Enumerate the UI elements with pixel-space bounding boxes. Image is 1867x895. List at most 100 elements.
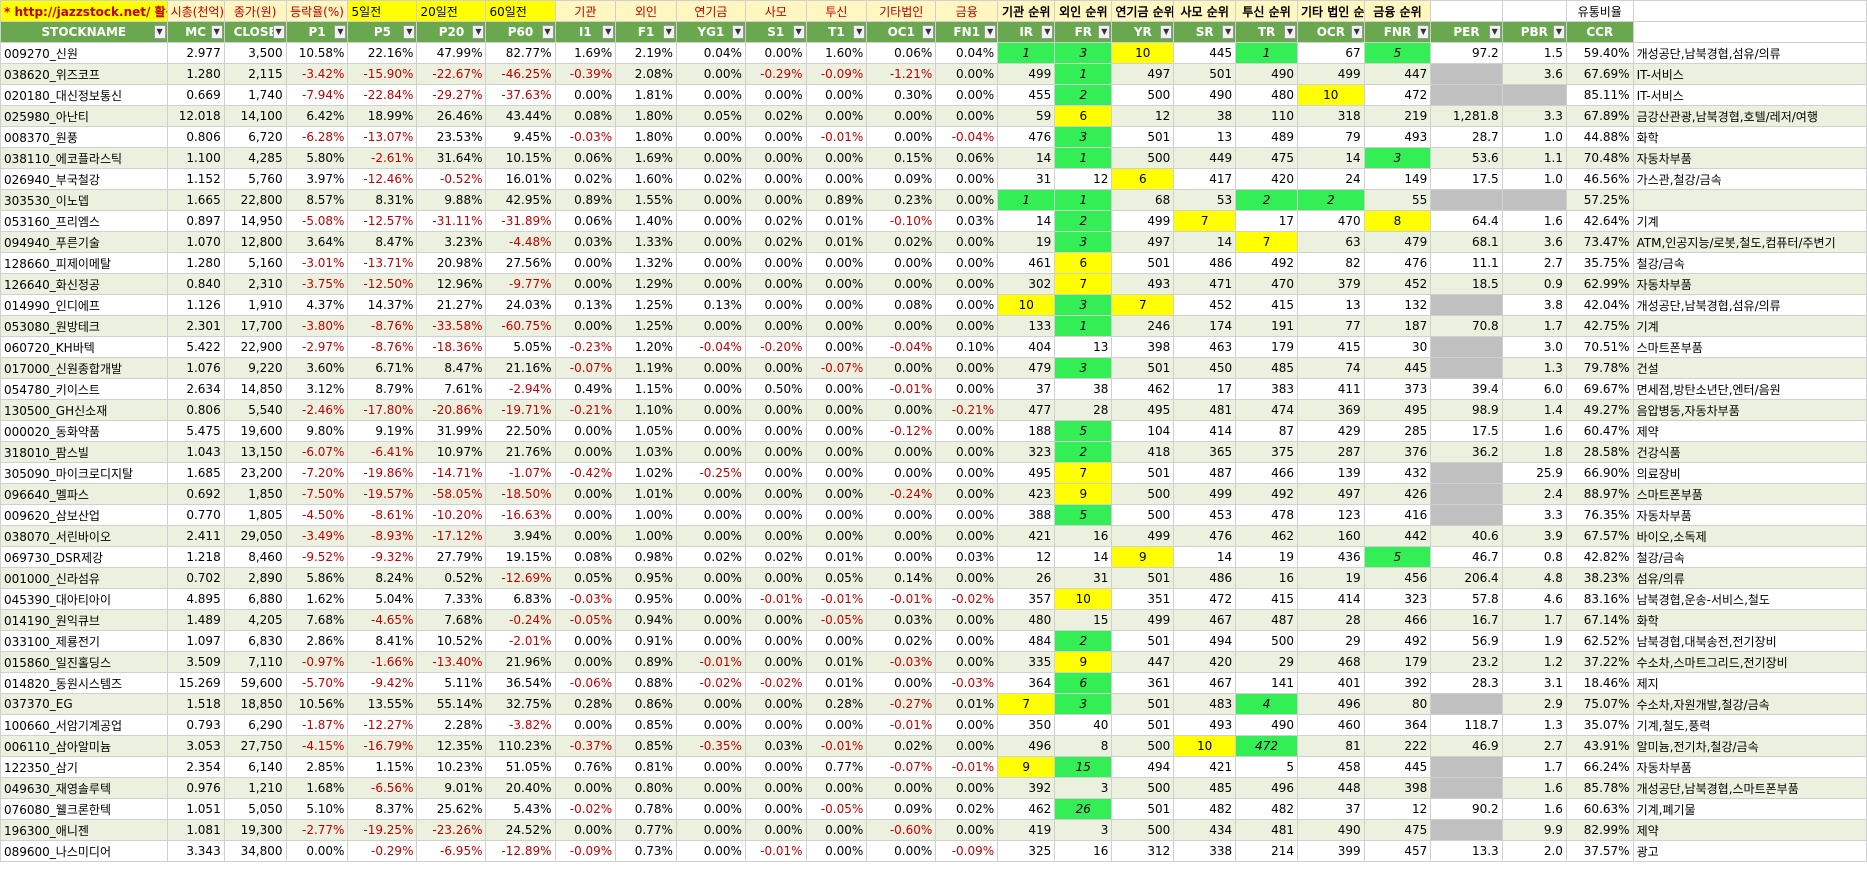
table-row[interactable]: 053080_원방테크 2.301 17,700 -3.80% -8.76% -33.58… — [0, 315, 1867, 337]
cell-t1[interactable]: -0.07% — [805, 357, 868, 379]
cell-ocr[interactable]: 28 — [1297, 609, 1365, 631]
column-header-close[interactable]: CLOSE ▼ — [223, 21, 287, 43]
cell-p1[interactable]: 2.86% — [285, 630, 349, 652]
cell-p60[interactable]: -60.75% — [485, 315, 556, 337]
cell-p60[interactable]: -9.77% — [485, 273, 556, 295]
cell-p5[interactable]: 8.31% — [347, 189, 418, 211]
cell-i1[interactable]: 0.89% — [554, 189, 617, 211]
cell-ir[interactable]: 455 — [997, 84, 1056, 106]
cell-per[interactable] — [1430, 462, 1503, 484]
cell-p60[interactable]: 21.76% — [485, 441, 556, 463]
cell-per[interactable]: 98.9 — [1430, 399, 1503, 421]
cell-yg1[interactable]: 0.00% — [675, 609, 746, 631]
cell-oc1[interactable]: 0.03% — [866, 609, 937, 631]
cell-mc[interactable]: 2.634 — [166, 378, 225, 400]
cell-industry[interactable]: 수소차,스마트그리드,전기장비 — [1632, 651, 1867, 673]
cell-close[interactable]: 5,540 — [223, 399, 287, 421]
cell-p5[interactable]: 1.15% — [347, 756, 418, 778]
cell-p5[interactable]: -8.61% — [347, 504, 418, 526]
cell-mc[interactable]: 2.301 — [166, 315, 225, 337]
cell-mc[interactable]: 0.840 — [166, 273, 225, 295]
cell-p5[interactable]: -12.57% — [347, 210, 418, 232]
cell-pbr[interactable]: 2.0 — [1501, 840, 1567, 862]
cell-p1[interactable]: -3.49% — [285, 525, 349, 547]
cell-ocr[interactable]: 139 — [1297, 462, 1365, 484]
cell-ir[interactable]: 477 — [997, 399, 1056, 421]
cell-p20[interactable]: 21.27% — [416, 294, 487, 316]
cell-t1[interactable]: 0.01% — [805, 651, 868, 673]
cell-ocr[interactable]: 81 — [1297, 735, 1365, 757]
cell-f1[interactable]: 0.86% — [615, 693, 677, 715]
cell-f1[interactable]: 0.81% — [615, 756, 677, 778]
cell-s1[interactable]: -0.01% — [744, 840, 807, 862]
stock-name-cell[interactable]: 037370_EG — [0, 693, 168, 715]
cell-fnr[interactable]: 149 — [1363, 168, 1432, 190]
cell-fn1[interactable]: 0.00% — [935, 63, 999, 85]
cell-p5[interactable]: -16.79% — [347, 735, 418, 757]
cell-fr[interactable]: 3 — [1054, 357, 1113, 379]
filter-dropdown-icon[interactable]: ▼ — [602, 25, 615, 39]
filter-dropdown-icon[interactable]: ▼ — [541, 25, 554, 39]
cell-tr[interactable]: 480 — [1235, 84, 1298, 106]
cell-p1[interactable]: -3.80% — [285, 315, 349, 337]
cell-fnr[interactable]: 187 — [1363, 315, 1432, 337]
stock-name-cell[interactable]: 045390_대아티아이 — [0, 588, 168, 610]
cell-sr[interactable]: 467 — [1173, 672, 1237, 694]
cell-ocr[interactable]: 401 — [1297, 672, 1365, 694]
cell-fn1[interactable]: 0.00% — [935, 651, 999, 673]
cell-ir[interactable]: 1 — [997, 42, 1056, 64]
cell-close[interactable]: 22,800 — [223, 189, 287, 211]
cell-p1[interactable]: 0.00% — [285, 840, 349, 862]
cell-mc[interactable]: 1.665 — [166, 189, 225, 211]
cell-ocr[interactable]: 10 — [1297, 84, 1365, 106]
cell-yg1[interactable]: -0.35% — [675, 735, 746, 757]
cell-i1[interactable]: -0.23% — [554, 336, 617, 358]
cell-ir[interactable]: 357 — [997, 588, 1056, 610]
cell-per[interactable]: 17.5 — [1430, 168, 1503, 190]
cell-industry[interactable]: 제지 — [1632, 672, 1867, 694]
cell-p5[interactable]: 22.16% — [347, 42, 418, 64]
stock-name-cell[interactable]: 038110_에코플라스틱 — [0, 147, 168, 169]
cell-yg1[interactable]: 0.00% — [675, 777, 746, 799]
cell-p1[interactable]: -6.28% — [285, 126, 349, 148]
cell-per[interactable] — [1430, 756, 1503, 778]
cell-f1[interactable]: 0.85% — [615, 735, 677, 757]
cell-s1[interactable]: 0.00% — [744, 84, 807, 106]
cell-t1[interactable]: 0.00% — [805, 168, 868, 190]
stock-name-cell[interactable]: 096640_멜파스 — [0, 483, 168, 505]
cell-fn1[interactable]: 0.10% — [935, 336, 999, 358]
cell-yr[interactable]: 246 — [1111, 315, 1175, 337]
cell-s1[interactable]: 0.00% — [744, 315, 807, 337]
stock-name-cell[interactable]: 069730_DSR제강 — [0, 546, 168, 568]
table-row[interactable]: 049630_재영솔루텍 0.976 1,210 1.68% -6.56% 9.01% 20… — [0, 777, 1867, 799]
cell-pbr[interactable]: 4.6 — [1501, 588, 1567, 610]
cell-t1[interactable]: -0.01% — [805, 735, 868, 757]
table-row[interactable]: 196300_애니젠 1.081 19,300 -2.77% -19.25% -23.26… — [0, 819, 1867, 841]
cell-p5[interactable]: 5.04% — [347, 588, 418, 610]
cell-industry[interactable]: 남북경협,대북송전,전기장비 — [1632, 630, 1867, 652]
cell-f1[interactable]: 0.80% — [615, 777, 677, 799]
cell-p60[interactable]: -18.50% — [485, 483, 556, 505]
column-header-t1[interactable]: T1 ▼ — [805, 21, 868, 43]
cell-yr[interactable]: 12 — [1111, 105, 1175, 127]
cell-mc[interactable]: 0.692 — [166, 483, 225, 505]
cell-p5[interactable]: -19.25% — [347, 819, 418, 841]
stock-name-cell[interactable]: 126640_화신정공 — [0, 273, 168, 295]
filter-dropdown-icon[interactable]: ▼ — [922, 25, 935, 39]
cell-yg1[interactable]: 0.00% — [675, 798, 746, 820]
stock-name-cell[interactable]: 094940_푸른기술 — [0, 231, 168, 253]
cell-t1[interactable]: 0.00% — [805, 819, 868, 841]
cell-p20[interactable]: 26.46% — [416, 105, 487, 127]
table-row[interactable]: 006110_삼아알미늄 3.053 27,750 -4.15% -16.79% 12.3… — [0, 735, 1867, 757]
cell-p1[interactable]: 7.68% — [285, 609, 349, 631]
cell-p5[interactable]: -13.07% — [347, 126, 418, 148]
cell-yr[interactable]: 500 — [1111, 819, 1175, 841]
table-row[interactable]: 033100_제룡전기 1.097 6,830 2.86% 8.41% 10.52% -2.… — [0, 630, 1867, 652]
cell-oc1[interactable]: 0.02% — [866, 630, 937, 652]
cell-close[interactable]: 14,100 — [223, 105, 287, 127]
cell-p1[interactable]: -3.75% — [285, 273, 349, 295]
cell-industry[interactable]: 개성공단,남북경협,스마트폰부품 — [1632, 777, 1867, 799]
column-header-pbr[interactable]: PBR ▼ — [1501, 21, 1567, 43]
cell-p20[interactable]: -29.27% — [416, 84, 487, 106]
cell-sr[interactable]: 17 — [1173, 378, 1237, 400]
